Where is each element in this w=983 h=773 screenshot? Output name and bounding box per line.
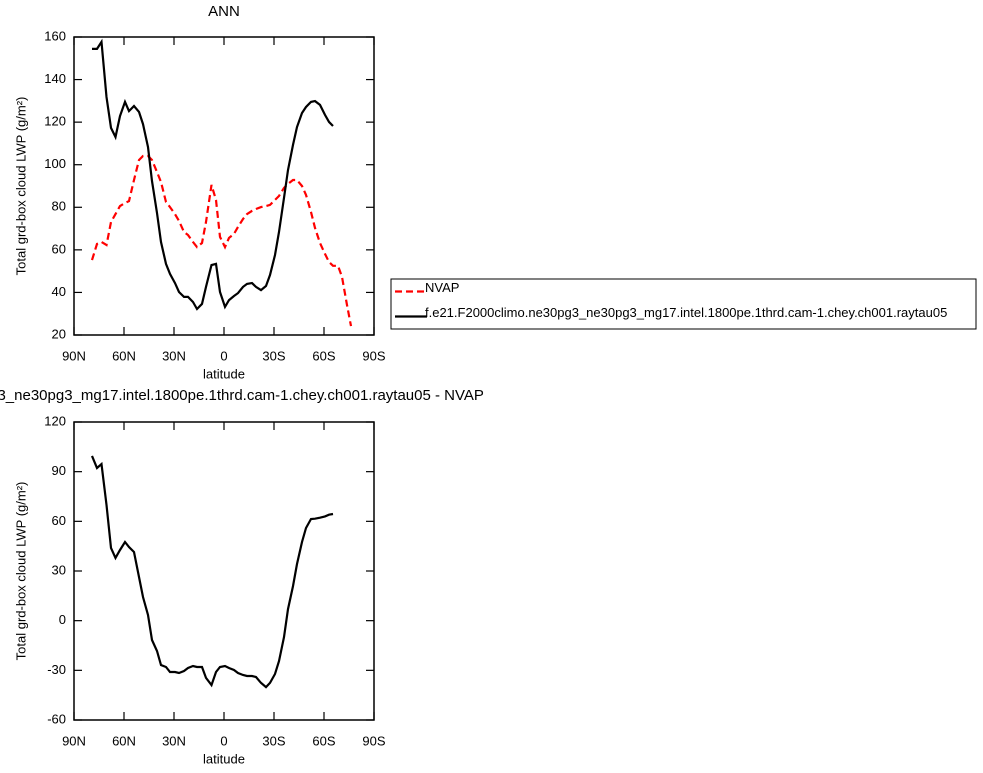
y-tick-label: 30	[52, 562, 66, 577]
plot-frame	[73, 421, 375, 721]
y-tick-label: 140	[44, 71, 66, 86]
chart-title: 30pg3_ne30pg3_mg17.intel.1800pe.1thrd.ca…	[0, 387, 484, 404]
line-series	[90, 455, 334, 689]
x-axis-label: latitude	[203, 751, 245, 766]
line-series	[90, 154, 353, 327]
x-tick-label: 90N	[62, 733, 86, 748]
x-tick-label: 0	[220, 348, 227, 363]
y-tick-label: 120	[44, 114, 66, 129]
x-tick-label: 30N	[162, 348, 186, 363]
legend-box	[390, 278, 977, 330]
legend-label: NVAP	[425, 280, 459, 295]
y-tick-label: 160	[44, 28, 66, 43]
y-tick-label: -60	[47, 711, 66, 726]
legend-label: f.e21.F2000climo.ne30pg3_ne30pg3_mg17.in…	[425, 305, 947, 320]
chart-title: ANN	[208, 3, 240, 20]
plot-frame	[73, 36, 375, 336]
x-tick-label: 90S	[362, 348, 385, 363]
x-tick-label: 90S	[362, 733, 385, 748]
y-tick-label: 80	[52, 199, 66, 214]
x-tick-label: 90N	[62, 348, 86, 363]
y-axis-label: Total grd-box cloud LWP (g/m²)	[13, 482, 28, 661]
y-tick-label: -30	[47, 662, 66, 677]
y-tick-label: 90	[52, 463, 66, 478]
y-tick-label: 20	[52, 326, 66, 341]
y-tick-label: 40	[52, 284, 66, 299]
x-tick-label: 30S	[262, 348, 285, 363]
y-tick-label: 60	[52, 513, 66, 528]
x-tick-label: 60N	[112, 733, 136, 748]
y-tick-label: 100	[44, 156, 66, 171]
line-series	[92, 38, 334, 311]
x-tick-label: 60S	[312, 348, 335, 363]
y-tick-label: 60	[52, 241, 66, 256]
x-tick-label: 30S	[262, 733, 285, 748]
x-tick-label: 60N	[112, 348, 136, 363]
x-axis-label: latitude	[203, 366, 245, 381]
y-axis-label: Total grd-box cloud LWP (g/m²)	[13, 97, 28, 276]
y-tick-label: 0	[59, 612, 66, 627]
x-tick-label: 30N	[162, 733, 186, 748]
x-tick-label: 60S	[312, 733, 335, 748]
x-tick-label: 0	[220, 733, 227, 748]
y-tick-label: 120	[44, 413, 66, 428]
